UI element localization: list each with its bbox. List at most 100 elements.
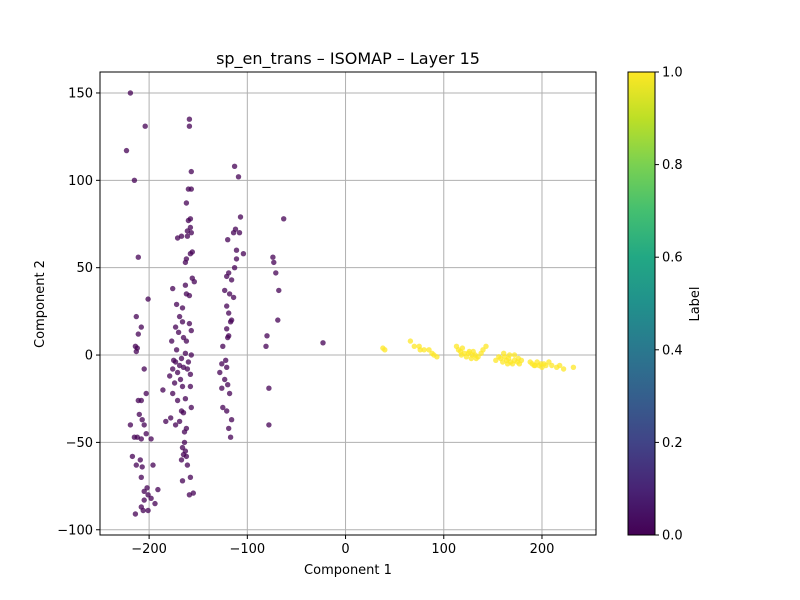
data-point [224,326,230,332]
data-point [169,338,175,344]
data-point [473,355,479,362]
data-point [493,357,499,363]
data-point [263,343,269,349]
data-point [504,361,511,367]
data-point [187,224,194,231]
data-point [407,338,414,344]
data-point [168,415,174,421]
data-point [231,265,238,271]
data-point [266,422,272,428]
data-point [182,396,189,402]
data-point [141,497,147,503]
data-point [421,347,427,353]
colorbar-tick-label: 0.6 [662,251,683,266]
data-point [220,404,226,411]
data-point [411,343,417,349]
colorbar-tick-label: 0.2 [662,436,683,451]
plot-frame [99,71,597,536]
data-point [532,362,538,369]
x-tick-label: −200 [131,542,167,557]
data-point [417,347,423,353]
y-axis-label: Component 2 [33,260,48,348]
data-point [219,385,225,391]
data-point [230,294,237,301]
x-axis: −200 −100 0 100 200 [131,535,554,557]
x-tick-label: 100 [431,542,456,557]
colorbar-gradient [627,71,656,536]
data-point [138,324,144,330]
data-point [138,397,144,404]
data-point [233,247,240,253]
data-point [175,329,182,335]
chart-title: sp_en_trans – ISOMAP – Layer 15 [216,49,480,69]
data-point [501,350,507,356]
data-point [186,116,193,122]
data-point [160,387,166,393]
data-point [227,434,234,440]
data-point [224,408,230,414]
data-point [458,352,465,358]
data-point [271,259,277,266]
data-point [139,464,145,470]
data-point [226,425,232,432]
data-point [220,343,226,349]
y-tick-label: 50 [76,261,93,276]
data-point [179,383,186,390]
data-point [237,214,244,220]
data-point [226,291,233,297]
data-point [123,147,130,154]
data-point [171,380,178,386]
data-point [150,462,156,468]
data-point [224,303,230,309]
y-tick-label: 100 [68,174,93,189]
data-point [141,488,147,494]
data-point [132,511,139,517]
data-point [133,313,139,320]
data-point [181,429,188,435]
data-point [222,287,228,294]
data-point [186,320,193,327]
data-point [222,376,228,383]
data-point [172,422,179,428]
data-point [180,410,187,416]
data-point [228,277,235,283]
data-point [148,495,154,501]
data-point [155,486,161,493]
data-point [276,287,282,294]
data-point [133,462,139,468]
data-point [240,251,247,257]
data-point [187,251,194,257]
data-point [176,418,183,425]
y-tick-label: 0 [85,349,93,364]
y-tick-label: −100 [57,523,93,538]
data-point [557,362,563,369]
y-tick-label: 150 [68,86,93,101]
data-point [143,390,149,397]
data-point [219,361,225,367]
data-point [264,333,270,339]
data-point [186,292,193,299]
data-point [186,123,193,129]
data-point [152,500,158,507]
data-point [179,478,186,484]
data-point [188,186,194,192]
data-point [135,331,141,337]
colorbar-tick-label: 1.0 [662,66,683,81]
data-point [188,352,194,358]
data-point [266,385,272,391]
x-tick-label: 200 [530,542,555,557]
data-point [187,371,194,377]
data-point [170,366,176,372]
data-point [186,492,193,498]
x-tick-label: −100 [229,542,265,557]
data-point [281,216,287,222]
data-point [223,357,229,363]
data-point [459,345,466,351]
data-point [570,364,577,370]
data-point [224,364,230,370]
data-point [170,390,176,397]
data-point [141,366,147,372]
data-point [174,397,181,404]
colorbar-tick-label: 0.4 [662,343,683,358]
